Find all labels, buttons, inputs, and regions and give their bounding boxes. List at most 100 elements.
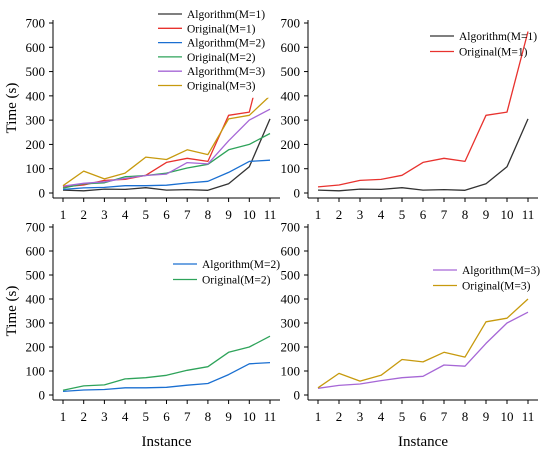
y-tick-label: 300 [26, 316, 46, 331]
x-tick-label: 9 [225, 409, 232, 424]
x-tick-label: 8 [205, 409, 212, 424]
x-tick-label: 1 [315, 207, 322, 222]
y-tick-label: 400 [281, 88, 301, 103]
x-axis-label: Instance [142, 434, 192, 450]
legend-entry: Algorithm(M=1) [459, 31, 537, 43]
legend-entry: Algorithm(M=2) [202, 259, 280, 271]
y-tick-label: 400 [281, 292, 301, 307]
x-tick-label: 5 [143, 207, 150, 222]
x-tick-label: 4 [378, 409, 385, 424]
y-tick-label: 300 [281, 113, 301, 128]
chart-panel-4: 0 100 200 300 400 500 600 700 1 2 3 4 5 6 7 8 9 10 11 Insta… [281, 220, 541, 451]
y-tick-label: 500 [281, 268, 301, 283]
y-tick-label: 0 [294, 388, 301, 403]
legend-entry: Original(M=3) [187, 81, 256, 93]
legend: Algorithm(M=1) Original(M=1) [430, 31, 537, 59]
y-tick-label: 500 [26, 268, 46, 283]
x-tick-label: 10 [501, 207, 514, 222]
x-tick-label: 9 [483, 409, 490, 424]
legend-entry: Original(M=2) [187, 52, 256, 64]
legend-box [150, 6, 278, 98]
x-tick-label: 10 [243, 409, 256, 424]
series-line-original-m-2 [62, 335, 271, 391]
legend: Algorithm(M=2) Original(M=2) [173, 259, 280, 287]
series-line-algorithm-m-1 [317, 118, 529, 192]
x-tick-label: 7 [184, 409, 191, 424]
y-tick-label: 0 [39, 186, 46, 201]
x-tick-label: 6 [420, 409, 427, 424]
y-tick-label: 200 [281, 340, 301, 355]
legend-entry: Original(M=1) [459, 47, 528, 59]
x-tick-label: 2 [336, 207, 343, 222]
x-tick-label: 1 [60, 207, 67, 222]
y-tick-label: 600 [26, 40, 46, 55]
x-tick-label: 1 [315, 409, 322, 424]
x-tick-label: 6 [163, 409, 170, 424]
y-tick-label: 300 [281, 316, 301, 331]
series-line-original-m-2 [62, 132, 271, 189]
y-tick-label: 700 [281, 16, 301, 31]
x-tick-label: 3 [101, 409, 108, 424]
y-tick-label: 200 [26, 340, 46, 355]
x-tick-label: 11 [264, 409, 277, 424]
series-line-algorithm-m-3 [317, 311, 529, 389]
x-tick-label: 6 [420, 207, 427, 222]
x-tick-label: 7 [441, 207, 448, 222]
x-tick-label: 8 [205, 207, 212, 222]
x-tick-label: 5 [143, 409, 150, 424]
series-line-original-m-3 [62, 95, 271, 187]
x-tick-label: 10 [501, 409, 514, 424]
y-tick-label: 400 [26, 292, 46, 307]
series-line-algorithm-m-2 [62, 361, 271, 393]
y-tick-label: 200 [281, 137, 301, 152]
y-tick-label: 600 [281, 244, 301, 259]
x-tick-label: 2 [336, 409, 343, 424]
x-tick-label: 2 [80, 409, 87, 424]
y-tick-label: 700 [26, 220, 46, 235]
x-tick-label: 6 [163, 207, 170, 222]
y-tick-label: 100 [26, 364, 46, 379]
x-axis-label: Instance [398, 434, 448, 450]
y-tick-label: 500 [281, 64, 301, 79]
x-tick-label: 5 [399, 409, 406, 424]
legend-entry: Original(M=2) [202, 275, 271, 287]
x-tick-label: 4 [122, 409, 129, 424]
chart-panel-1: 0 100 200 300 400 500 600 700 1 2 3 4 5 6 7 8 9 10 11 Time … [4, 6, 280, 222]
y-tick-label: 700 [26, 16, 46, 31]
legend: Algorithm(M=3) Original(M=3) [433, 265, 540, 293]
series-line-algorithm-m-2 [62, 159, 271, 191]
x-tick-label: 2 [80, 207, 87, 222]
x-tick-label: 11 [264, 207, 277, 222]
y-axis-label: Time (s) [4, 286, 20, 337]
chart-panel-2: 0 100 200 300 400 500 600 700 1 2 3 4 5 6 7 8 9 10 11 Algor… [281, 16, 538, 222]
y-axis-label: Time (s) [4, 83, 20, 134]
x-tick-label: 3 [357, 409, 364, 424]
series-line-original-m-1 [317, 31, 529, 188]
legend-entry: Algorithm(M=3) [187, 66, 265, 78]
x-tick-label: 1 [60, 409, 67, 424]
legend-entry: Algorithm(M=2) [187, 38, 265, 50]
y-tick-label: 200 [26, 137, 46, 152]
x-tick-label: 3 [357, 207, 364, 222]
x-tick-label: 9 [483, 207, 490, 222]
y-tick-label: 100 [26, 161, 46, 176]
series-line-algorithm-m-1 [62, 118, 271, 192]
y-tick-label: 600 [26, 244, 46, 259]
legend: Algorithm(M=1) Original(M=1) Algorithm(M=2… [150, 6, 278, 98]
x-tick-label: 4 [378, 207, 385, 222]
y-tick-label: 500 [26, 64, 46, 79]
x-tick-label: 4 [122, 207, 129, 222]
y-tick-label: 400 [26, 88, 46, 103]
legend-entry: Original(M=1) [187, 23, 256, 35]
chart-panel-3: 0 100 200 300 400 500 600 700 1 2 3 4 5 6 7 8 9 10 11 Time … [4, 220, 280, 451]
legend-entry: Algorithm(M=1) [187, 9, 265, 21]
legend-entry: Algorithm(M=3) [462, 265, 540, 277]
x-tick-label: 11 [522, 409, 535, 424]
series-line-original-m-3 [317, 298, 529, 389]
x-tick-label: 8 [462, 207, 469, 222]
x-tick-label: 8 [462, 409, 469, 424]
x-tick-label: 11 [522, 207, 535, 222]
y-tick-label: 0 [294, 186, 301, 201]
legend-entry: Original(M=3) [462, 281, 531, 293]
